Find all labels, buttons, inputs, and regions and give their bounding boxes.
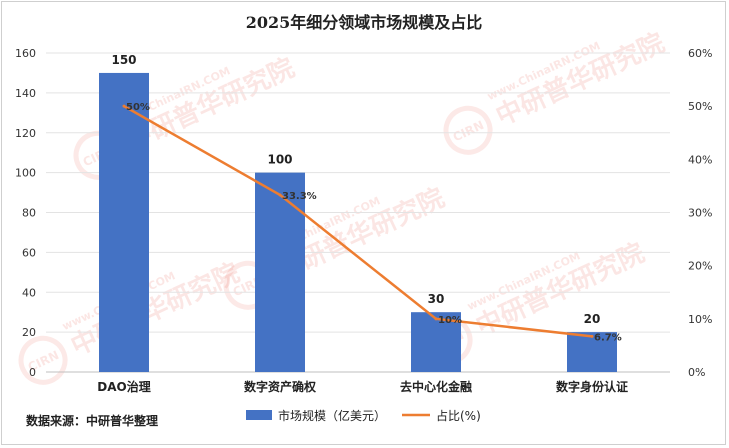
line-path <box>123 105 593 338</box>
bar <box>255 172 305 372</box>
y-tick-label: 100 <box>15 167 36 180</box>
y2-tick-label: 30% <box>688 207 712 220</box>
y-tick-label: 20 <box>22 326 36 339</box>
bar-value-label: 100 <box>267 153 292 167</box>
watermark-logo: CIRN <box>451 118 486 144</box>
legend-bar-label: 市场规模（亿美元） <box>278 408 386 423</box>
legend-line-label: 占比(%) <box>436 408 481 423</box>
chart-title: 2025年细分领域市场规模及占比 <box>246 13 483 32</box>
y2-tick-label: 0% <box>688 366 705 379</box>
category-axis: DAO治理 数字资产确权 去中心化金融 数字身份认证 <box>97 379 628 394</box>
legend: 市场规模（亿美元） 占比(%) <box>246 408 481 423</box>
grid-lines <box>46 52 670 373</box>
line-point <box>590 334 594 338</box>
y2-tick-label: 50% <box>688 100 712 113</box>
y2-tick-label: 20% <box>688 260 712 273</box>
category-label: 数字身份认证 <box>556 379 628 394</box>
category-label: 去中心化金融 <box>400 379 472 394</box>
watermark-logo-ring <box>443 105 493 155</box>
category-label: DAO治理 <box>97 379 150 394</box>
line-value-label: 50% <box>126 102 150 113</box>
y-tick-label: 40 <box>22 286 36 299</box>
line-series: 50% 33.3% 10% 6.7% <box>122 102 622 343</box>
bar <box>99 72 149 372</box>
line-value-label: 33.3% <box>282 191 317 202</box>
y-tick-label: 140 <box>15 87 36 100</box>
watermark-logo-ring <box>18 335 68 385</box>
line-point <box>278 193 282 197</box>
y2-tick-label: 60% <box>688 47 712 60</box>
bar-value-label: 150 <box>111 53 136 67</box>
y-tick-label: 160 <box>15 47 36 60</box>
bar-value-label: 30 <box>428 292 445 306</box>
bar <box>567 332 617 372</box>
category-label: 数字资产确权 <box>244 379 317 394</box>
line-value-label: 6.7% <box>594 332 622 343</box>
line-point <box>434 317 438 321</box>
line-value-label: 10% <box>438 315 462 326</box>
bar-value-label: 20 <box>584 312 601 326</box>
bar <box>411 312 461 372</box>
y2-tick-label: 10% <box>688 313 712 326</box>
y-tick-label: 120 <box>15 127 36 140</box>
line-point <box>122 104 126 108</box>
legend-bar-swatch <box>246 410 272 420</box>
y-tick-label: 60 <box>22 246 36 259</box>
y-tick-label: 80 <box>22 207 36 220</box>
bar-series: 150 100 30 20 <box>99 53 617 372</box>
y2-axis-ticks: 0% 10% 20% 30% 40% 50% 60% <box>688 47 712 379</box>
y2-tick-label: 40% <box>688 153 712 166</box>
source-note: 数据来源：中研普华整理 <box>26 413 158 428</box>
y-tick-label: 0 <box>29 366 36 379</box>
y-axis-ticks: 0 20 40 60 80 100 120 140 160 <box>15 47 36 379</box>
